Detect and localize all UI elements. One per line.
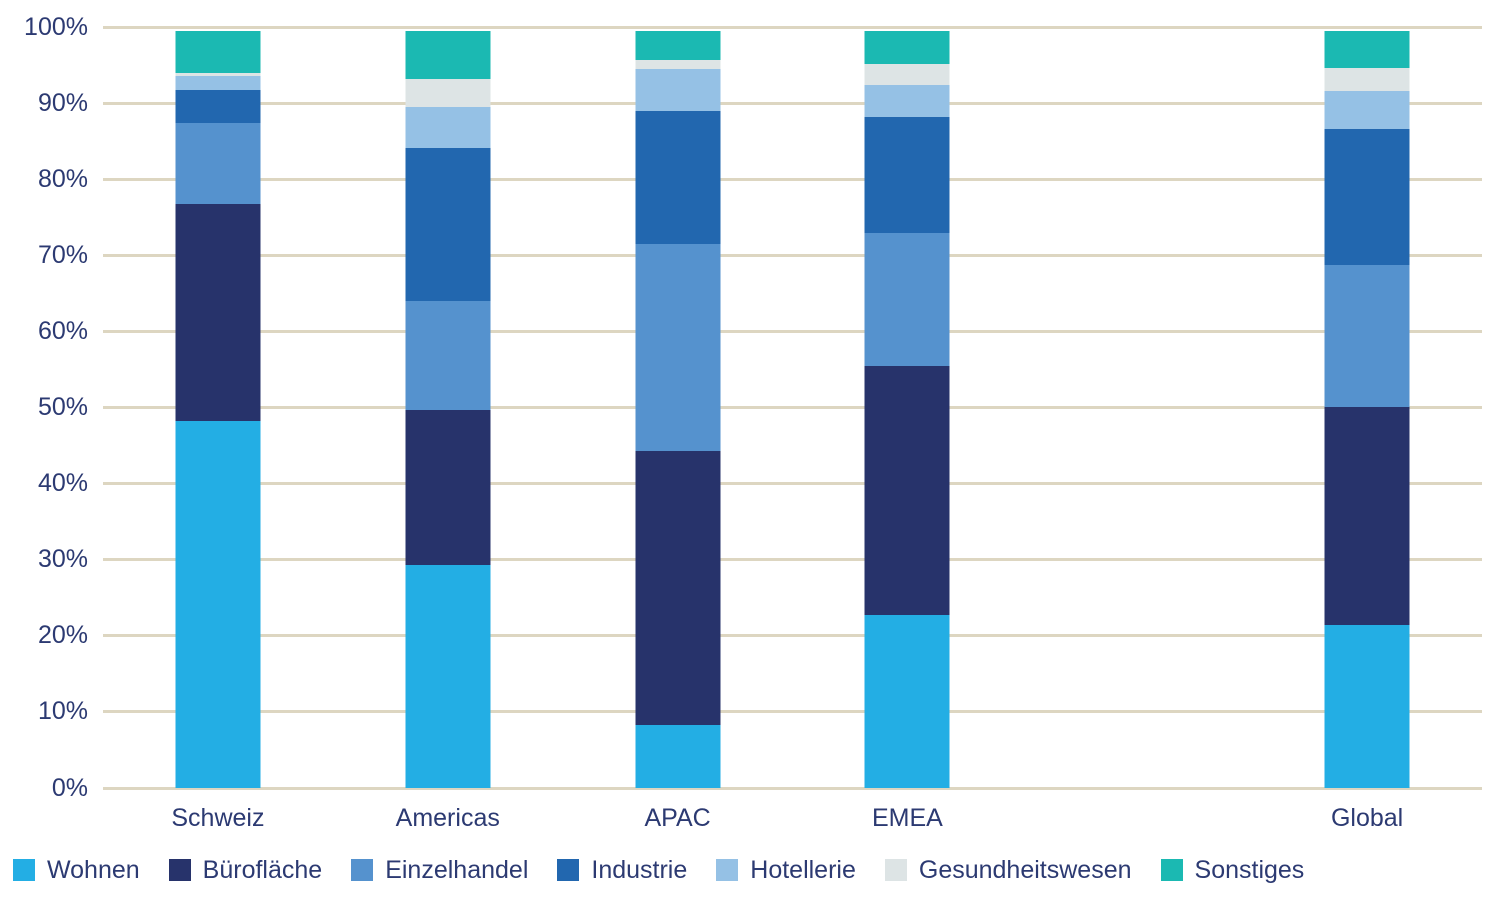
segment-bürofläche: [864, 365, 950, 616]
segment-wohnen: [175, 420, 261, 788]
x-axis: Schweiz Americas APAC EMEA Global: [103, 804, 1482, 836]
segment-gesundheitswesen: [175, 73, 261, 77]
segment-gesundheitswesen: [864, 63, 950, 85]
segment-wohnen: [635, 725, 721, 788]
legend-item-wohnen: Wohnen: [13, 855, 140, 884]
legend-swatch: [557, 859, 580, 881]
gridline: [103, 710, 1482, 714]
x-tick-label: EMEA: [871, 804, 943, 832]
bar-apac: [635, 31, 721, 788]
gridline: [103, 25, 1482, 29]
segment-gesundheitswesen: [635, 59, 721, 69]
segment-hotellerie: [175, 76, 261, 91]
legend-swatch: [13, 859, 35, 881]
segment-industrie: [175, 90, 261, 123]
legend-item-hotellerie: Hotellerie: [716, 855, 856, 884]
legend-item-gesundheitswesen: Gesundheitswesen: [884, 855, 1132, 884]
y-tick-label: 80%: [37, 164, 88, 193]
y-tick-label: 20%: [37, 621, 88, 650]
segment-bürofläche: [635, 451, 721, 726]
legend-swatch: [168, 859, 191, 881]
segment-bürofläche: [1324, 407, 1410, 625]
legend-item-industrie: Industrie: [557, 855, 688, 884]
y-tick-label: 60%: [37, 316, 88, 345]
segment-sonstiges: [1324, 31, 1410, 69]
gridline: [103, 786, 1482, 790]
legend-label: Bürofläche: [202, 855, 323, 884]
x-tick-label: Schweiz: [171, 804, 265, 832]
bars-layer: [103, 27, 1482, 788]
x-tick-label: Americas: [395, 804, 500, 832]
segment-einzelhandel: [864, 233, 950, 366]
segment-wohnen: [405, 565, 491, 788]
segment-bürofläche: [175, 203, 261, 421]
x-tick-label: APAC: [644, 804, 711, 832]
segment-industrie: [1324, 128, 1410, 265]
gridline: [103, 253, 1482, 257]
gridline: [103, 329, 1482, 333]
segment-gesundheitswesen: [1324, 68, 1410, 91]
legend-item-einzelhandel: Einzelhandel: [351, 855, 529, 884]
y-tick-label: 0%: [51, 773, 88, 802]
legend-swatch: [716, 859, 739, 881]
segment-industrie: [635, 110, 721, 244]
gridline: [103, 406, 1482, 409]
y-tick-label: 30%: [37, 545, 88, 574]
gridline: [103, 101, 1482, 105]
y-tick-label: 70%: [37, 240, 88, 269]
y-axis: 0% 10% 20% 30% 40% 50% 60% 70% 80% 90% 100%: [0, 14, 88, 800]
segment-sonstiges: [175, 31, 261, 74]
gridline: [103, 634, 1482, 638]
segment-hotellerie: [1324, 90, 1410, 129]
y-tick-label: 40%: [37, 469, 88, 498]
segment-einzelhandel: [1324, 264, 1410, 408]
bar-global: [1324, 31, 1410, 788]
legend-label: Hotellerie: [750, 855, 856, 884]
segment-sonstiges: [405, 31, 491, 79]
bar-schweiz: [175, 31, 261, 788]
legend-swatch: [1160, 859, 1183, 881]
segment-industrie: [405, 148, 491, 302]
bar-emea: [864, 31, 950, 788]
legend-label: Wohnen: [47, 855, 140, 884]
segment-bürofläche: [405, 409, 491, 566]
legend-item-bürofläche: Bürofläche: [168, 855, 323, 884]
segment-wohnen: [1324, 624, 1410, 788]
gridline: [103, 177, 1482, 181]
bar-americas: [405, 31, 491, 788]
legend-label: Sonstiges: [1194, 855, 1305, 884]
segment-sonstiges: [864, 31, 950, 64]
segment-einzelhandel: [175, 122, 261, 204]
legend-label: Gesundheitswesen: [918, 855, 1132, 884]
x-tick-label: Global: [1330, 804, 1404, 832]
gridline: [103, 558, 1482, 562]
segment-einzelhandel: [635, 243, 721, 452]
segment-sonstiges: [635, 31, 721, 60]
y-tick-label: 50%: [37, 393, 88, 421]
y-tick-label: 10%: [37, 697, 88, 726]
legend-swatch: [351, 859, 374, 881]
gridline: [103, 482, 1482, 486]
segment-wohnen: [864, 615, 950, 788]
legend: Wohnen Bürofläche Einzelhandel Industrie Hot…: [13, 855, 1304, 885]
y-tick-label: 90%: [37, 88, 88, 117]
segment-hotellerie: [864, 84, 950, 118]
segment-hotellerie: [405, 106, 491, 149]
segment-industrie: [864, 117, 950, 234]
segment-einzelhandel: [405, 301, 491, 410]
legend-label: Einzelhandel: [385, 855, 529, 884]
legend-label: Industrie: [591, 855, 688, 884]
segment-hotellerie: [635, 68, 721, 111]
legend-item-sonstiges: Sonstiges: [1160, 855, 1305, 884]
segment-gesundheitswesen: [405, 78, 491, 107]
plot-area: [103, 25, 1482, 790]
y-tick-label: 100%: [24, 12, 88, 41]
legend-swatch: [884, 859, 907, 881]
